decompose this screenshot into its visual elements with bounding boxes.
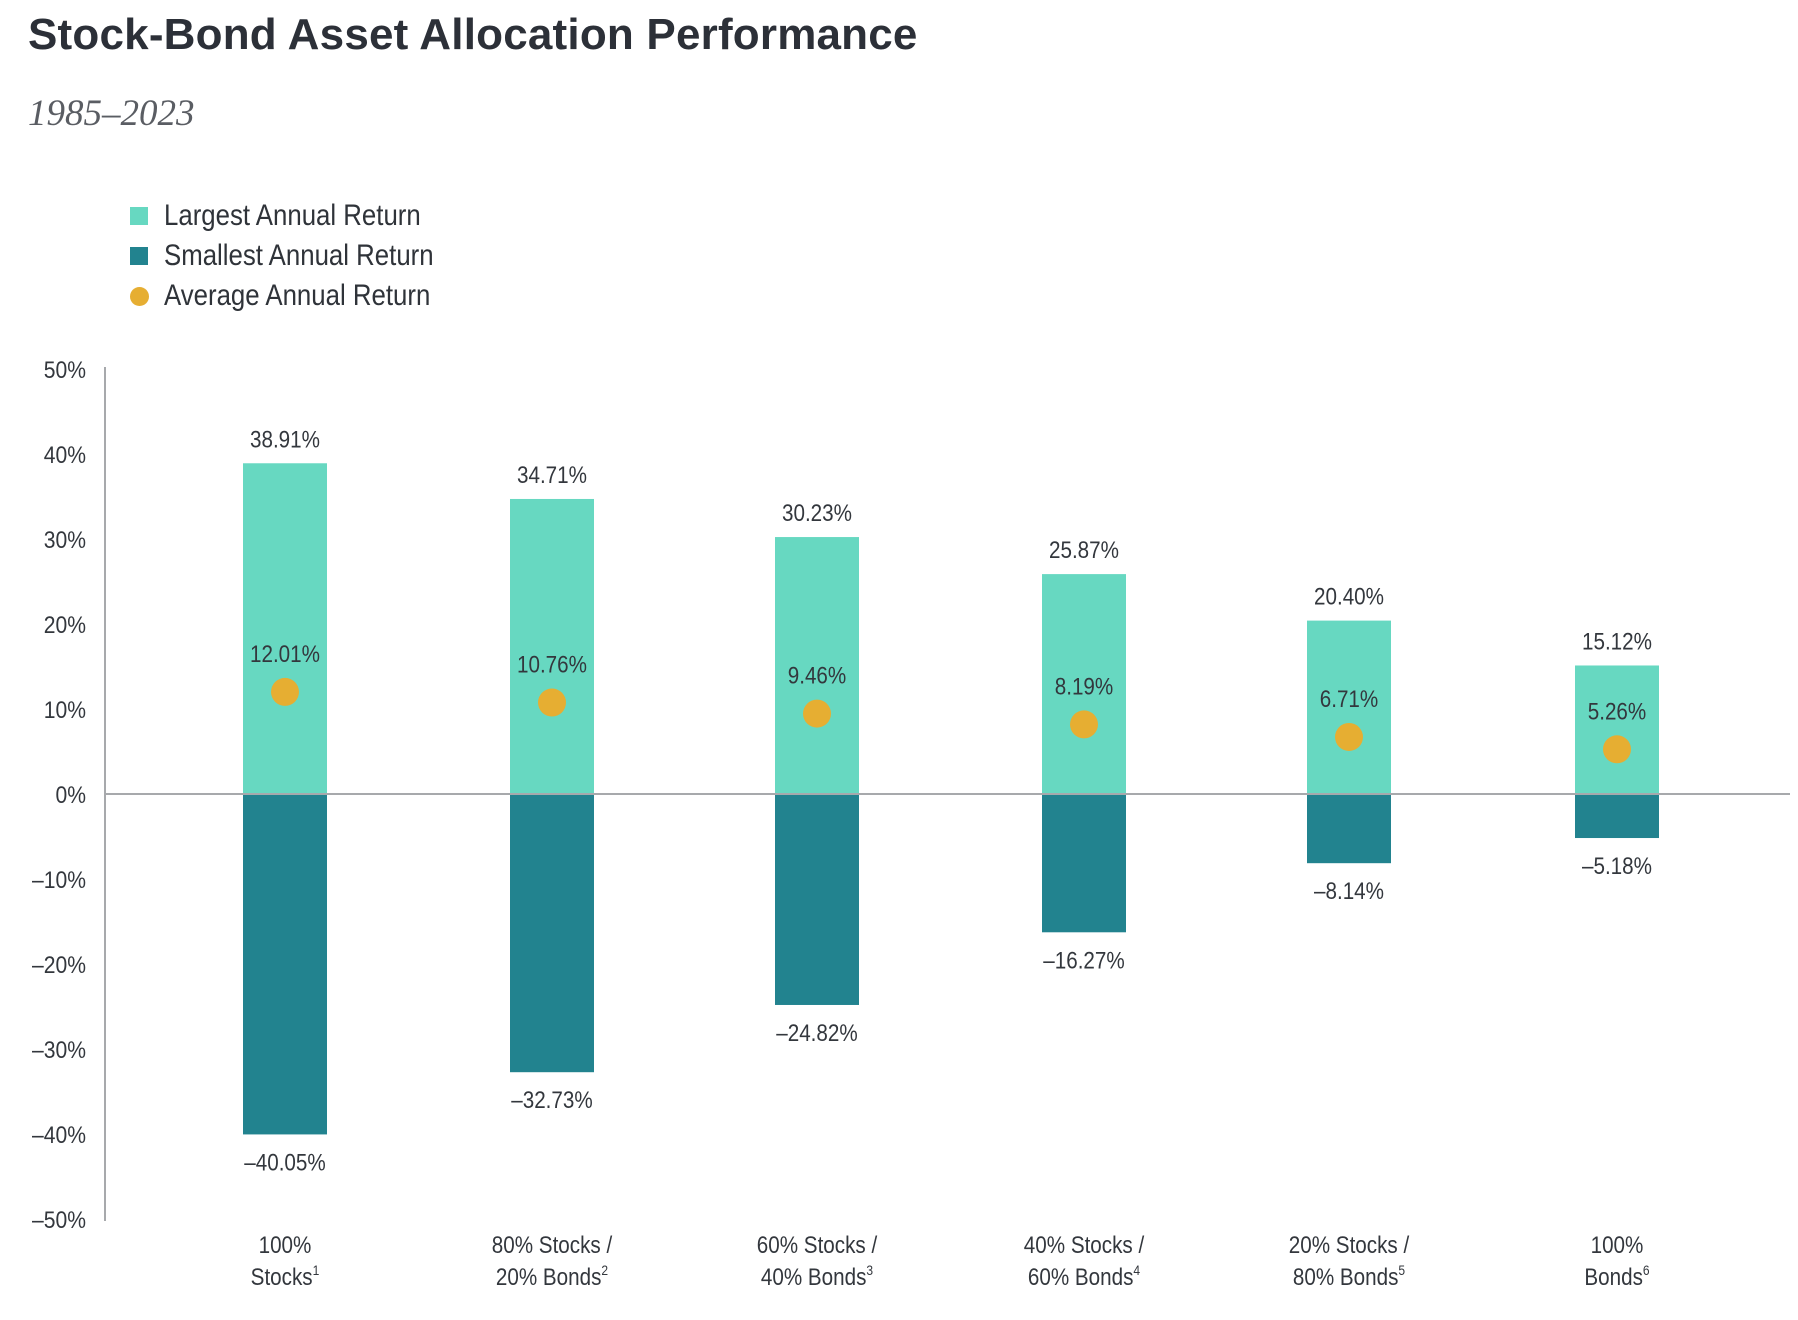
category-footnote-3: 4 [1133, 1262, 1140, 1278]
category-label-line1-3: 40% Stocks / [1024, 1232, 1145, 1259]
legend-item-average: Average Annual Return [130, 276, 478, 316]
label-smallest-1: –32.73% [511, 1087, 593, 1114]
y-tick-label-5: 0% [55, 782, 86, 809]
bar-largest-2 [775, 537, 859, 794]
y-tick-label-8: –30% [32, 1037, 86, 1064]
bar-largest-4 [1307, 620, 1391, 794]
legend-swatch-largest [130, 207, 148, 225]
y-tick-label-10: –50% [32, 1207, 86, 1234]
bar-smallest-2 [775, 794, 859, 1005]
label-largest-0: 38.91% [250, 426, 320, 453]
category-label-line1-1: 80% Stocks / [492, 1232, 613, 1259]
label-largest-4: 20.40% [1314, 583, 1384, 610]
bar-smallest-0 [243, 794, 327, 1135]
category-label-line1-5: 100% [1591, 1232, 1644, 1259]
bar-largest-0 [243, 463, 327, 794]
category-label-line2-0: Stocks1 [251, 1262, 320, 1290]
category-label-text-4: 80% Bonds [1293, 1264, 1399, 1291]
bar-largest-1 [510, 498, 594, 794]
category-label-text-2: 40% Bonds [761, 1264, 867, 1291]
label-largest-2: 30.23% [782, 500, 852, 527]
label-smallest-3: –16.27% [1043, 947, 1125, 974]
legend-item-smallest: Smallest Annual Return [130, 236, 478, 276]
label-average-3: 8.19% [1055, 673, 1114, 700]
label-smallest-2: –24.82% [776, 1020, 858, 1047]
bar-largest-3 [1042, 574, 1126, 794]
category-label-line2-5: Bonds6 [1584, 1262, 1649, 1290]
point-average-0 [271, 677, 299, 706]
point-average-4 [1335, 722, 1363, 751]
category-label-line1-0: 100% [259, 1232, 312, 1259]
y-tick-label-0: 50% [44, 357, 86, 384]
y-tick-label-2: 30% [44, 527, 86, 554]
bar-smallest-1 [510, 794, 594, 1073]
label-smallest-4: –8.14% [1314, 878, 1384, 905]
category-label-text-1: 20% Bonds [496, 1264, 602, 1291]
point-average-3 [1070, 710, 1098, 739]
point-average-1 [538, 688, 566, 717]
y-tick-label-6: –10% [32, 867, 86, 894]
category-label-line2-2: 40% Bonds3 [761, 1262, 873, 1290]
label-average-1: 10.76% [517, 651, 587, 678]
legend-dot-average [130, 286, 149, 306]
bar-largest-5 [1575, 665, 1659, 794]
label-smallest-0: –40.05% [244, 1149, 326, 1176]
legend-label-smallest: Smallest Annual Return [164, 239, 434, 272]
label-average-4: 6.71% [1320, 686, 1379, 713]
label-smallest-5: –5.18% [1582, 853, 1652, 880]
y-tick-label-7: –20% [32, 952, 86, 979]
category-footnote-0: 1 [313, 1262, 320, 1278]
y-tick-label-1: 40% [44, 442, 86, 469]
point-average-5 [1603, 735, 1631, 764]
chart-title: Stock-Bond Asset Allocation Performance [28, 10, 918, 59]
category-label-line1-2: 60% Stocks / [757, 1232, 878, 1259]
category-label-line2-4: 80% Bonds5 [1293, 1262, 1405, 1290]
category-label-text-0: Stocks [251, 1264, 313, 1291]
legend-label-average: Average Annual Return [164, 279, 431, 312]
category-label-text-3: 60% Bonds [1028, 1264, 1134, 1291]
label-largest-1: 34.71% [517, 462, 587, 489]
y-tick-label-9: –40% [32, 1122, 86, 1149]
legend: Largest Annual Return Smallest Annual Re… [130, 196, 478, 316]
category-footnote-2: 3 [866, 1262, 873, 1278]
category-label-line2-1: 20% Bonds2 [496, 1262, 608, 1290]
chart-subtitle: 1985–2023 [28, 93, 195, 134]
y-tick-label-3: 20% [44, 612, 86, 639]
label-largest-3: 25.87% [1049, 537, 1119, 564]
legend-swatch-smallest [130, 247, 148, 265]
category-footnote-1: 2 [601, 1262, 608, 1278]
label-average-2: 9.46% [788, 662, 847, 689]
category-footnote-5: 6 [1643, 1262, 1650, 1278]
category-label-line2-3: 60% Bonds4 [1028, 1262, 1140, 1290]
legend-label-largest: Largest Annual Return [164, 199, 421, 232]
label-average-0: 12.01% [250, 640, 320, 667]
point-average-2 [803, 699, 831, 728]
y-tick-label-4: 10% [44, 697, 86, 724]
bar-smallest-5 [1575, 794, 1659, 839]
label-average-5: 5.26% [1588, 698, 1647, 725]
category-label-text-5: Bonds [1584, 1264, 1643, 1291]
bar-smallest-3 [1042, 794, 1126, 933]
legend-item-largest: Largest Annual Return [130, 196, 478, 236]
category-footnote-4: 5 [1398, 1262, 1405, 1278]
bar-smallest-4 [1307, 794, 1391, 864]
label-largest-5: 15.12% [1582, 628, 1652, 655]
category-label-line1-4: 20% Stocks / [1289, 1232, 1410, 1259]
